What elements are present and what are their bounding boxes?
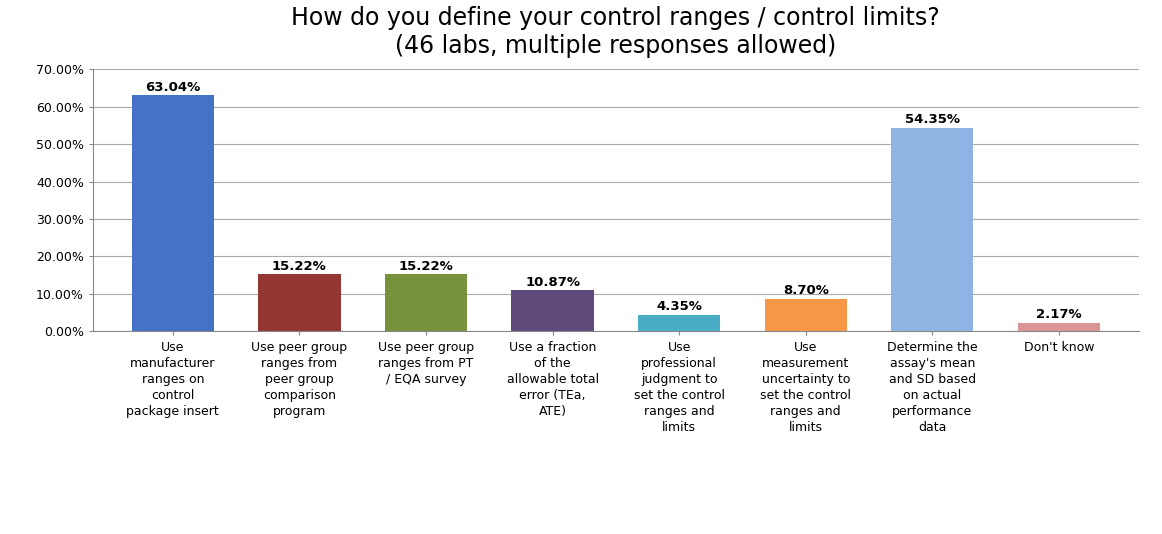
- Bar: [891, 128, 974, 331]
- Text: 10.87%: 10.87%: [525, 276, 580, 289]
- Text: 63.04%: 63.04%: [145, 81, 201, 94]
- Bar: [638, 315, 720, 331]
- Text: 2.17%: 2.17%: [1037, 309, 1082, 321]
- Text: 54.35%: 54.35%: [905, 113, 960, 127]
- Bar: [765, 299, 847, 331]
- Text: 4.35%: 4.35%: [657, 300, 702, 313]
- Text: 15.22%: 15.22%: [399, 260, 453, 273]
- Bar: [511, 290, 594, 331]
- Bar: [258, 274, 340, 331]
- Bar: [1018, 323, 1100, 331]
- Text: 8.70%: 8.70%: [783, 284, 829, 297]
- Text: 15.22%: 15.22%: [272, 260, 327, 273]
- Bar: [385, 274, 467, 331]
- Bar: [131, 96, 214, 331]
- Title: How do you define your control ranges / control limits?
(46 labs, multiple respo: How do you define your control ranges / …: [292, 6, 940, 58]
